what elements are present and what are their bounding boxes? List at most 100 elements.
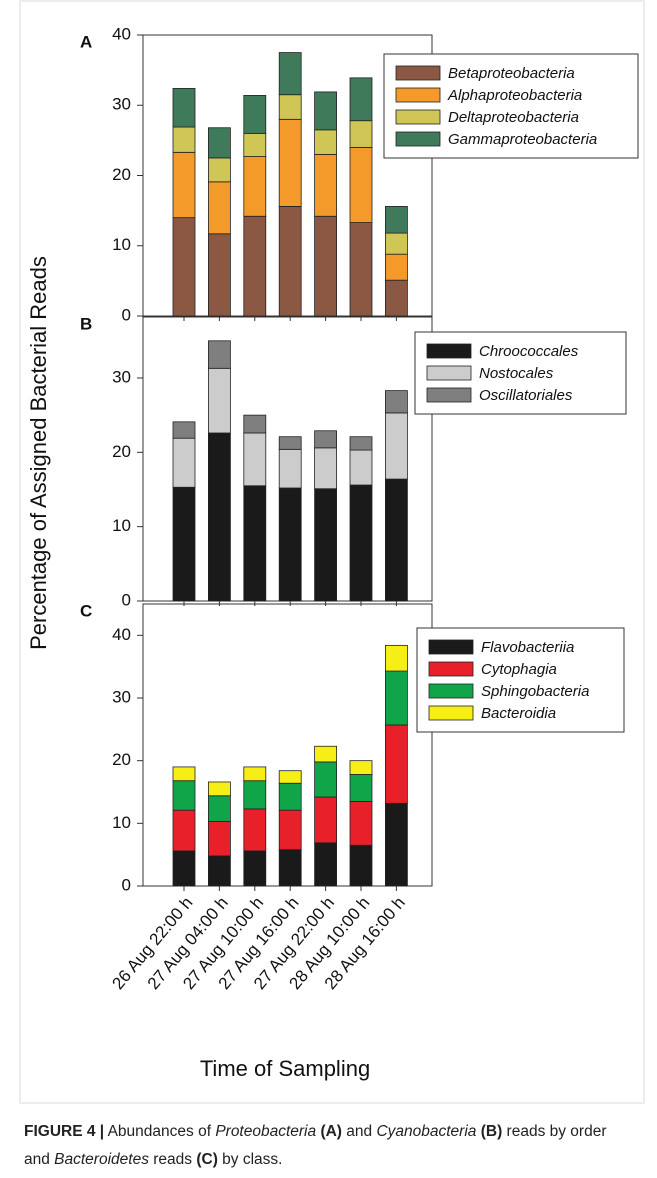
bar-segment: [207, 855, 231, 887]
bar-segment: [243, 780, 267, 810]
bar-segment: [207, 157, 231, 183]
bar-segment: [384, 478, 408, 602]
bar-segment: [172, 87, 196, 128]
bar-segment: [278, 436, 302, 450]
bar-segment: [349, 449, 373, 486]
bar-segment: [243, 156, 267, 217]
bar-segment: [384, 206, 408, 234]
legend-swatch: [426, 387, 472, 403]
caption-part: Proteobacteria: [215, 1123, 317, 1140]
bar-segment: [314, 154, 338, 217]
bar-segment: [349, 774, 373, 802]
bar-segment: [207, 432, 231, 602]
y-tick-label: 30: [112, 95, 131, 114]
legend-label: Oscillatoriales: [479, 387, 573, 404]
y-tick-label: 20: [112, 750, 131, 769]
bar-segment: [314, 488, 338, 602]
bar-segment: [384, 670, 408, 726]
bar-segment: [278, 849, 302, 887]
bar-segment: [278, 809, 302, 851]
caption-part: Cyanobacteria: [376, 1123, 477, 1140]
bar-segment: [243, 132, 267, 157]
legend-label: Chroococcales: [479, 343, 579, 360]
legend-swatch: [395, 131, 441, 147]
legend-swatch: [426, 365, 472, 381]
bar-segment: [314, 842, 338, 887]
legend-label: Gammaproteobacteria: [448, 131, 597, 148]
caption-part: Abundances of: [104, 1123, 216, 1140]
bar-segment: [278, 118, 302, 207]
caption-part: (B): [480, 1123, 503, 1140]
caption-part: reads: [148, 1151, 197, 1168]
legend-label: Cytophagia: [481, 661, 557, 678]
caption: FIGURE 4 | Abundances of Proteobacteria …: [24, 1118, 634, 1174]
bar-segment: [172, 486, 196, 602]
bar-segment: [207, 340, 231, 369]
y-tick-label: 0: [122, 590, 131, 609]
caption-part: Bacteroidetes: [54, 1151, 149, 1168]
bar-segment: [384, 644, 408, 672]
figure-border: [19, 0, 645, 1104]
legend-label: Sphingobacteria: [481, 683, 589, 700]
bar-segment: [314, 447, 338, 490]
bar-segment: [278, 206, 302, 317]
bar-segment: [172, 126, 196, 153]
legend-swatch: [428, 705, 474, 721]
legend-label: Flavobacteriia: [481, 639, 574, 656]
bar-segment: [384, 390, 408, 414]
bar-segment: [349, 484, 373, 602]
x-axis-label: Time of Sampling: [200, 1056, 370, 1081]
bar-segment: [278, 770, 302, 784]
legend-swatch: [428, 683, 474, 699]
legend-swatch: [428, 661, 474, 677]
panel-label: A: [80, 32, 92, 51]
bar-segment: [314, 91, 338, 131]
bar-segment: [314, 129, 338, 155]
y-tick-label: 30: [112, 367, 131, 386]
bar-segment: [243, 850, 267, 887]
bar-segment: [384, 724, 408, 804]
legend-swatch: [428, 639, 474, 655]
legend-label: Bacteroidia: [481, 705, 556, 722]
caption-part: FIGURE 4 |: [24, 1123, 105, 1140]
bar-segment: [278, 94, 302, 120]
bar-segment: [349, 77, 373, 122]
bar-segment: [349, 844, 373, 887]
bar-segment: [207, 795, 231, 822]
bar-segment: [314, 745, 338, 763]
bar-segment: [314, 761, 338, 798]
caption-part: (A): [320, 1123, 342, 1140]
y-tick-label: 10: [112, 813, 131, 832]
caption-part: and: [341, 1123, 377, 1140]
bar-segment: [207, 367, 231, 434]
y-tick-label: 40: [112, 24, 131, 43]
legend-swatch: [395, 65, 441, 81]
y-tick-label: 10: [112, 516, 131, 535]
panel-label: B: [80, 314, 92, 333]
bar-segment: [278, 782, 302, 811]
bar-segment: [278, 487, 302, 602]
bar-segment: [314, 215, 338, 317]
bar-segment: [349, 222, 373, 317]
bar-segment: [243, 414, 267, 434]
bar-segment: [278, 52, 302, 96]
caption-part: reads by order and: [24, 1123, 607, 1168]
legend-label: Betaproteobacteria: [448, 65, 575, 82]
legend-label: Deltaproteobacteria: [448, 109, 579, 126]
bar-segment: [243, 95, 267, 134]
bar-segment: [349, 760, 373, 775]
bar-segment: [349, 436, 373, 451]
y-axis-label: Percentage of Assigned Bacterial Reads: [26, 256, 51, 650]
bar-segment: [172, 809, 196, 852]
bar-segment: [243, 485, 267, 602]
bar-segment: [207, 781, 231, 797]
bar-segment: [207, 181, 231, 235]
bar-segment: [172, 780, 196, 811]
bar-segment: [314, 430, 338, 449]
y-tick-label: 30: [112, 687, 131, 706]
bar-segment: [243, 766, 267, 782]
bar-segment: [172, 421, 196, 439]
bar-segment: [172, 217, 196, 317]
caption-part: (C): [196, 1151, 218, 1168]
